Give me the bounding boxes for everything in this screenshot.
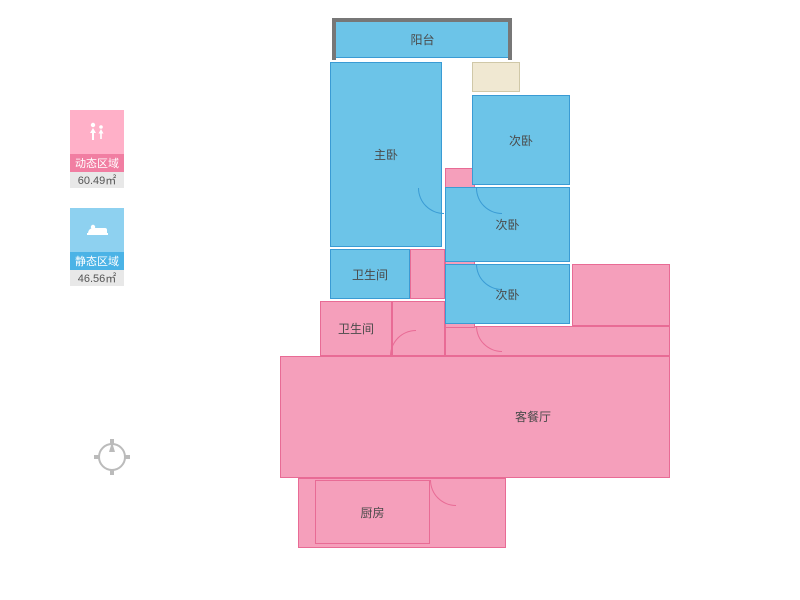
room-label: 厨房 (360, 504, 384, 521)
people-icon (70, 110, 124, 154)
room-label: 次卧 (495, 216, 519, 233)
room-bed2: 次卧 (472, 95, 570, 185)
room-label: 主卧 (374, 146, 398, 163)
room-gap (472, 62, 520, 92)
wall (508, 18, 512, 60)
legend: 动态区域 60.49㎡ 静态区域 46.56㎡ (70, 110, 136, 306)
room-kitchen: 厨房 (315, 480, 430, 544)
wall (332, 18, 512, 22)
floorplan: 阳台主卧次卧次卧次卧卫生间卫生间厨房客餐厅 (280, 20, 700, 580)
legend-dynamic-value: 60.49㎡ (70, 172, 124, 188)
legend-static: 静态区域 46.56㎡ (70, 208, 136, 286)
legend-static-value: 46.56㎡ (70, 270, 124, 286)
room-bed4: 次卧 (445, 264, 570, 324)
wall (332, 18, 336, 60)
room-balcony: 阳台 (335, 20, 510, 58)
legend-dynamic-label: 动态区域 (70, 154, 124, 172)
room-bath2: 卫生间 (320, 301, 392, 356)
bed-icon (70, 208, 124, 252)
room-bed3: 次卧 (445, 187, 570, 262)
room-label: 阳台 (410, 31, 434, 48)
room-master: 主卧 (330, 62, 442, 247)
room-label: 次卧 (509, 132, 533, 149)
room-label: 卫生间 (352, 266, 388, 283)
legend-static-label: 静态区域 (70, 252, 124, 270)
compass-icon (95, 440, 129, 474)
room-label: 卫生间 (338, 320, 374, 337)
room-bath1: 卫生间 (330, 249, 410, 299)
legend-dynamic: 动态区域 60.49㎡ (70, 110, 136, 188)
